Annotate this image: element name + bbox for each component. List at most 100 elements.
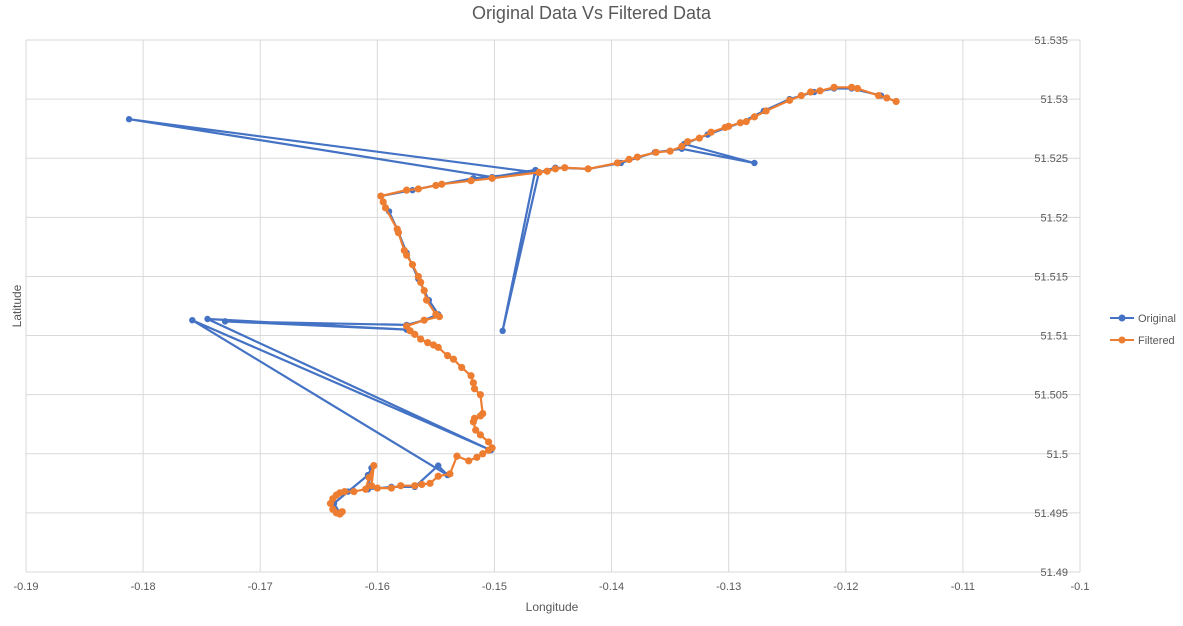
data-point-filtered (684, 138, 692, 146)
x-tick-label: -0.15 (482, 581, 507, 593)
y-tick-label: 51.515 (1034, 271, 1068, 283)
data-point-filtered (420, 287, 428, 295)
data-point-filtered (470, 385, 479, 393)
data-point-filtered (422, 296, 431, 304)
data-point-filtered (426, 479, 434, 487)
legend-marker-filtered (1118, 336, 1126, 344)
data-point-filtered (762, 107, 770, 115)
data-point-filtered (830, 83, 838, 91)
data-point-filtered (633, 153, 641, 161)
data-point-filtered (785, 96, 794, 104)
data-point-filtered (892, 97, 900, 106)
data-point-filtered (434, 343, 442, 351)
y-tick-label: 51.505 (1034, 390, 1068, 402)
legend: Original Filtered (1110, 313, 1176, 347)
data-point-filtered (367, 482, 376, 490)
data-point-filtered (414, 272, 422, 281)
x-tick-label: -0.19 (13, 581, 38, 593)
legend-label-original: Original (1138, 313, 1176, 325)
data-point-filtered (414, 185, 422, 193)
data-point-filtered (695, 134, 703, 142)
data-point-filtered (417, 278, 425, 286)
data-point-filtered (365, 473, 373, 482)
data-point-filtered (816, 87, 824, 95)
data-point-filtered (469, 379, 477, 387)
x-tick-label: -0.17 (248, 581, 273, 593)
data-point-filtered (444, 352, 452, 360)
data-point-filtered (853, 84, 862, 93)
legend-label-filtered: Filtered (1138, 335, 1175, 347)
data-point-filtered (613, 159, 622, 167)
data-point-filtered (387, 484, 395, 492)
data-point-filtered (458, 363, 466, 372)
data-point-filtered (874, 91, 883, 100)
data-point-filtered (625, 155, 633, 164)
data-point-filtered (381, 204, 390, 212)
data-point-filtered (797, 91, 805, 100)
data-point-filtered (370, 462, 378, 470)
data-point-filtered (403, 251, 411, 259)
data-point-filtered (652, 148, 660, 156)
y-tick-label: 51.495 (1034, 508, 1068, 520)
series-line-filtered (329, 86, 897, 516)
data-point-filtered (469, 418, 477, 426)
data-point-original (189, 316, 196, 324)
data-point-filtered (377, 192, 385, 200)
data-point-filtered (408, 261, 417, 269)
data-point-filtered (420, 316, 428, 324)
data-point-filtered (438, 180, 446, 188)
data-point-filtered (535, 168, 543, 177)
data-point-filtered (484, 438, 493, 446)
data-point-filtered (807, 88, 815, 96)
data-point-filtered (432, 181, 440, 190)
data-point-filtered (373, 484, 381, 492)
data-point-original (204, 315, 211, 323)
y-tick-label: 51.49 (1040, 567, 1068, 579)
data-point-filtered (418, 480, 426, 489)
data-point-original (125, 116, 133, 123)
data-point-filtered (472, 426, 480, 434)
data-point-filtered (476, 412, 484, 420)
data-point-filtered (473, 453, 481, 461)
data-point-filtered (446, 470, 454, 478)
data-point-original (751, 159, 758, 167)
data-point-filtered (750, 113, 759, 121)
data-point-filtered (479, 450, 487, 458)
data-point-filtered (678, 142, 686, 150)
data-point-filtered (435, 313, 444, 321)
data-point-filtered (326, 499, 335, 508)
grid (25, 39, 1081, 573)
data-point-filtered (411, 330, 419, 338)
data-point-filtered (488, 174, 496, 182)
data-point-filtered (561, 164, 569, 172)
x-tick-label: -0.13 (716, 581, 741, 593)
data-point-filtered (417, 335, 425, 343)
data-point-filtered (467, 372, 475, 380)
x-axis-label: Longitude (526, 600, 579, 614)
y-tick-label: 51.53 (1040, 94, 1068, 106)
x-tick-label: -0.1 (1071, 581, 1090, 593)
data-point-original (221, 318, 229, 325)
data-point-filtered (484, 446, 493, 454)
data-point-filtered (434, 472, 442, 480)
data-point-filtered (666, 147, 674, 155)
data-point-filtered (338, 508, 346, 516)
data-point-filtered (453, 452, 461, 460)
legend-marker-original (1118, 314, 1126, 322)
x-tick-label: -0.16 (365, 581, 390, 593)
y-tick-label: 51.51 (1040, 331, 1068, 343)
data-point-filtered (424, 339, 432, 347)
series-line-original (128, 87, 897, 514)
data-point-filtered (742, 117, 750, 126)
y-tick-label: 51.535 (1034, 35, 1068, 47)
axes: -0.19 -0.18 -0.17 -0.16 -0.15 -0.14 -0.13 -0.12… (13, 35, 1089, 593)
data-point-original (499, 327, 506, 335)
data-point-filtered (543, 167, 551, 175)
data-point-filtered (551, 165, 559, 173)
data-point-filtered (707, 128, 715, 136)
data-point-filtered (465, 457, 473, 465)
x-tick-label: -0.12 (833, 581, 858, 593)
data-point-original (435, 462, 442, 469)
data-point-filtered (584, 165, 592, 173)
